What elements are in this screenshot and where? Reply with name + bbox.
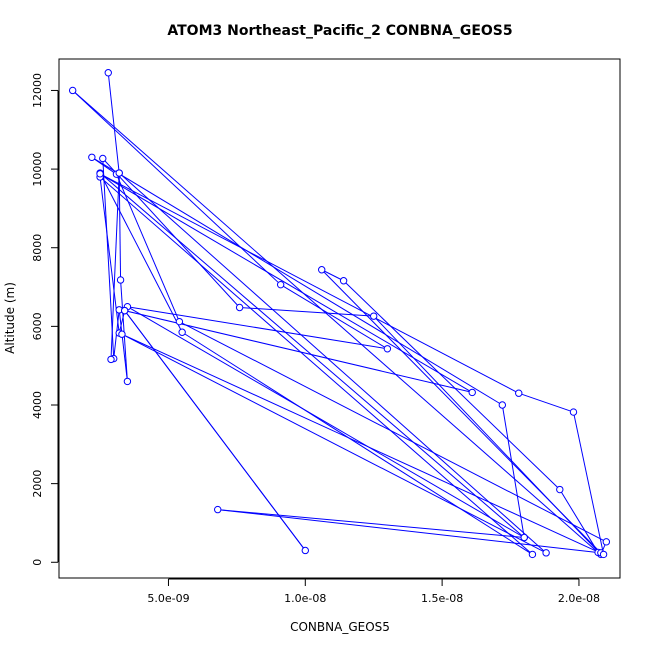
series-line-segment — [99, 176, 533, 555]
x-axis-label: CONBNA_GEOS5 — [290, 620, 390, 634]
series-line-segment — [239, 306, 374, 317]
series-line-segment — [102, 158, 115, 359]
series-line-segment — [110, 173, 120, 360]
data-point — [99, 154, 107, 163]
data-point — [68, 86, 77, 95]
x-tick-label: 1.0e-08 — [284, 592, 326, 605]
data-point — [569, 408, 578, 416]
series-line-segment — [118, 172, 547, 554]
data-point — [115, 169, 123, 177]
data-point — [118, 330, 126, 338]
data-point — [383, 345, 392, 353]
series-line-segment — [559, 489, 599, 553]
plot-frame — [58, 58, 621, 579]
series-line-segment — [217, 509, 601, 554]
series-line-segment — [102, 158, 240, 308]
series-line-segment — [127, 306, 388, 350]
data-point — [96, 170, 104, 178]
y-tick-label: 2000 — [31, 470, 44, 498]
y-tick-label: 6000 — [31, 312, 44, 340]
series-line-segment — [72, 90, 599, 553]
y-tick-label: 8000 — [31, 234, 44, 262]
data-point — [542, 549, 550, 557]
series-line-segment — [501, 404, 525, 538]
series-line-segment — [118, 309, 128, 382]
data-point — [116, 276, 125, 284]
series-line-segment — [124, 310, 473, 393]
y-axis: 0 2000 4000 6000 8000 10000 12000 — [31, 73, 59, 566]
series-line-segment — [99, 173, 473, 393]
x-tick-label: 1.5e-08 — [421, 592, 463, 605]
data-point — [528, 550, 537, 559]
x-axis: 5.0e-09 1.0e-08 1.5e-08 2.0e-08 — [147, 578, 600, 605]
series-line-segment — [121, 333, 547, 554]
series-layer — [68, 69, 611, 559]
data-point — [599, 550, 608, 559]
data-point — [370, 312, 378, 320]
series-line-segment — [217, 509, 525, 539]
chart-title: ATOM3 Northeast_Pacific_2 CONBNA_GEOS5 — [167, 23, 512, 39]
series-line-segment — [321, 269, 602, 554]
y-tick-label: 10000 — [31, 152, 44, 187]
series-line-segment — [572, 411, 605, 555]
series-line-segment — [280, 284, 388, 350]
series-line-segment — [181, 331, 533, 555]
y-tick-label: 0 — [31, 559, 44, 566]
x-tick-label: 5.0e-09 — [147, 592, 189, 605]
y-axis-label: Altitude (m) — [3, 282, 17, 354]
data-point — [318, 266, 326, 274]
series-line-segment — [179, 321, 607, 543]
data-point — [556, 485, 564, 494]
data-point — [602, 538, 611, 546]
series-line-segment — [121, 333, 604, 555]
series-line-segment — [107, 72, 120, 174]
data-point — [515, 389, 523, 397]
series-line-segment — [518, 392, 574, 413]
data-point — [520, 533, 528, 542]
series-line-segment — [99, 173, 519, 394]
series-line-segment — [99, 172, 525, 538]
series-line-segment — [118, 173, 122, 280]
data-point — [107, 355, 115, 364]
series-line-segment — [99, 176, 120, 334]
series-line-segment — [72, 90, 282, 286]
data-point — [104, 69, 112, 77]
data-point — [468, 388, 476, 397]
y-tick-label: 12000 — [31, 73, 44, 108]
series-line-segment — [118, 310, 126, 334]
data-point — [339, 277, 348, 285]
data-point — [175, 317, 184, 326]
data-point — [120, 306, 129, 315]
data-point — [235, 303, 244, 312]
series-line-segment — [116, 174, 180, 322]
series-line-segment — [127, 306, 525, 538]
data-point — [88, 153, 96, 161]
data-point — [301, 546, 309, 555]
data-point — [123, 377, 132, 386]
data-point — [214, 505, 222, 514]
series-line-segment — [343, 280, 561, 490]
y-tick-label: 4000 — [31, 391, 44, 419]
series-line-segment — [91, 156, 503, 406]
series-line-segment — [120, 279, 128, 382]
data-point — [276, 280, 285, 289]
series-line-segment — [99, 172, 183, 333]
data-point — [498, 401, 507, 409]
data-point — [178, 328, 186, 336]
series-line-segment — [321, 269, 344, 282]
x-tick-label: 2.0e-08 — [558, 592, 600, 605]
